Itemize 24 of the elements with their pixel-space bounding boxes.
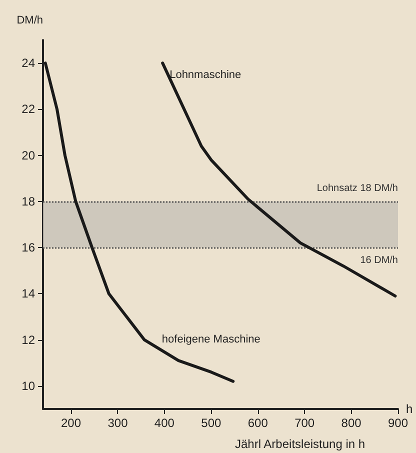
x-tick-label: 300 — [108, 416, 128, 430]
series-label: hofeigene Maschine — [162, 334, 260, 346]
x-tick-label: 500 — [201, 416, 222, 430]
y-tick-label: 18 — [22, 194, 36, 208]
series-label: Lohnmaschine — [170, 69, 242, 82]
y-tick-label: 16 — [22, 240, 36, 255]
y-axis-title: DM/h — [16, 14, 43, 26]
y-tick-label: 24 — [22, 56, 36, 70]
line-series — [161, 62, 397, 298]
x-tick-label: 400 — [154, 416, 175, 430]
y-tick-label: 20 — [22, 148, 36, 162]
x-tick-label: 800 — [341, 416, 362, 430]
x-tick-label: 200 — [61, 416, 82, 430]
x-tick-label: 900 — [388, 416, 408, 430]
ref-line-label: Lohnsatz 18 DM/h — [316, 182, 398, 194]
x-axis-title: Jährl Arbeitsleistung in h — [235, 437, 366, 451]
y-tick-label: 10 — [22, 378, 36, 393]
ref-line-label: 16 DM/h — [360, 255, 398, 266]
text: h — [406, 402, 413, 416]
x-tick-label: 600 — [248, 416, 268, 430]
y-tick-label: 22 — [22, 102, 36, 116]
y-tick-label: 12 — [22, 332, 36, 347]
y-tick-label: 14 — [22, 286, 36, 301]
x-tick-label: 700 — [294, 416, 315, 430]
